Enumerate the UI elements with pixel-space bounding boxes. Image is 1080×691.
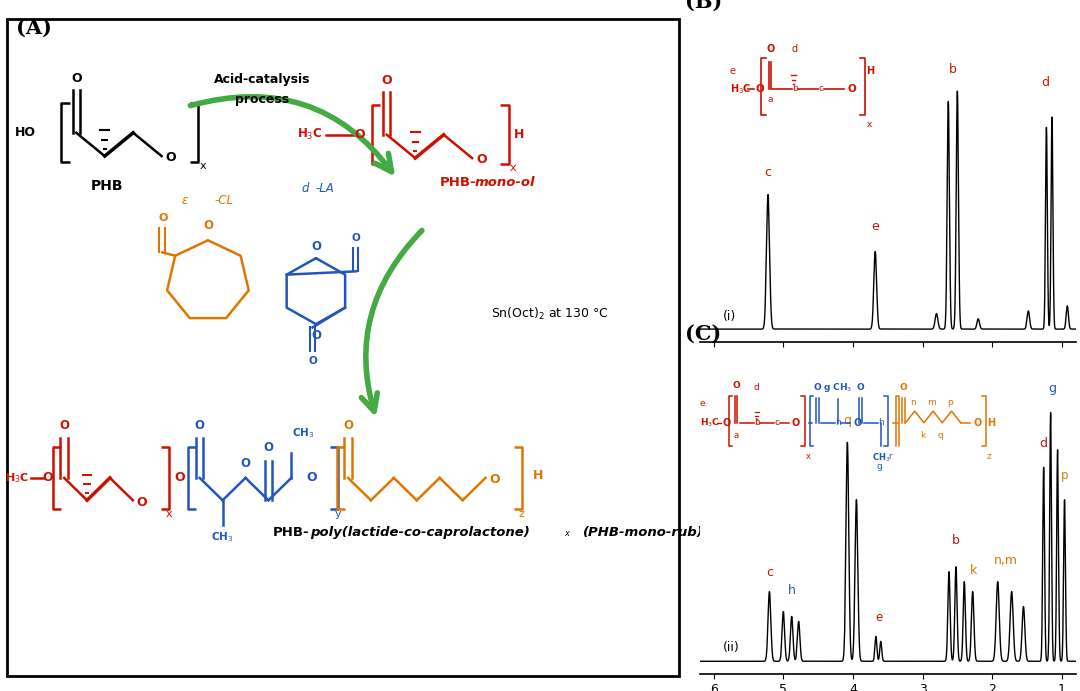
Text: (PHB-mono-rub): (PHB-mono-rub) <box>582 525 703 538</box>
Text: H$_3$C: H$_3$C <box>5 471 29 485</box>
Text: O: O <box>354 129 365 141</box>
Text: O: O <box>203 220 213 232</box>
Text: (ii): (ii) <box>723 641 739 654</box>
Text: O: O <box>311 240 321 253</box>
Text: e: e <box>872 220 879 234</box>
Text: b: b <box>953 534 960 547</box>
Text: e: e <box>875 611 882 624</box>
Text: (C): (C) <box>685 324 721 344</box>
Text: O: O <box>343 419 353 432</box>
Text: PHB: PHB <box>91 178 123 193</box>
Text: H$_3$C: H$_3$C <box>297 127 323 142</box>
Text: (i): (i) <box>723 310 735 323</box>
Text: c: c <box>766 566 773 579</box>
Text: (A): (A) <box>15 18 52 38</box>
Text: c: c <box>765 166 771 179</box>
Text: Acid-catalysis: Acid-catalysis <box>214 73 310 86</box>
Text: -LA: -LA <box>315 182 335 196</box>
Text: x: x <box>166 509 173 519</box>
Text: (B): (B) <box>685 0 723 12</box>
Text: O: O <box>352 233 361 243</box>
Text: O: O <box>165 151 176 164</box>
Text: x: x <box>200 161 206 171</box>
Text: O: O <box>264 441 273 454</box>
Text: mono-ol: mono-ol <box>474 176 536 189</box>
Text: O: O <box>42 471 53 484</box>
Text: O: O <box>59 419 69 432</box>
Text: PHB-: PHB- <box>440 176 476 189</box>
Text: q: q <box>843 415 851 428</box>
Text: g: g <box>1049 382 1056 395</box>
Text: O: O <box>489 473 500 486</box>
Text: ε: ε <box>181 194 188 207</box>
Text: d: d <box>1041 75 1050 88</box>
Text: z: z <box>518 509 525 519</box>
Text: b: b <box>948 63 957 75</box>
Text: $_x$: $_x$ <box>564 525 571 538</box>
Text: PHB-: PHB- <box>272 525 309 538</box>
Text: x: x <box>510 163 516 173</box>
X-axis label: ppm: ppm <box>870 370 905 384</box>
Text: CH$_3$: CH$_3$ <box>293 426 314 439</box>
Text: d: d <box>1040 437 1048 450</box>
Text: O: O <box>311 330 321 343</box>
Text: O: O <box>476 153 487 166</box>
Text: poly(lactide-co-caprolactone): poly(lactide-co-caprolactone) <box>311 525 530 538</box>
Text: O: O <box>159 213 167 223</box>
Text: k: k <box>970 564 977 577</box>
Text: -CL: -CL <box>215 194 233 207</box>
Text: O: O <box>241 457 251 470</box>
Text: H: H <box>514 129 524 141</box>
Text: Sn(Oct)$_2$ at 130 °C: Sn(Oct)$_2$ at 130 °C <box>491 306 609 322</box>
Text: HO: HO <box>15 126 36 140</box>
Text: CH$_3$: CH$_3$ <box>212 530 234 544</box>
Text: O: O <box>194 419 205 432</box>
Text: H: H <box>532 469 543 482</box>
Text: d: d <box>301 182 309 196</box>
Text: y: y <box>335 509 341 519</box>
Text: process: process <box>234 93 289 106</box>
Text: O: O <box>307 471 318 484</box>
Text: O: O <box>308 356 316 366</box>
Text: O: O <box>71 72 82 84</box>
Text: n,m: n,m <box>994 553 1018 567</box>
Text: O: O <box>175 471 186 484</box>
Text: O: O <box>381 73 392 86</box>
Text: p: p <box>1061 469 1068 482</box>
Text: h: h <box>787 584 796 596</box>
Text: O: O <box>136 495 147 509</box>
